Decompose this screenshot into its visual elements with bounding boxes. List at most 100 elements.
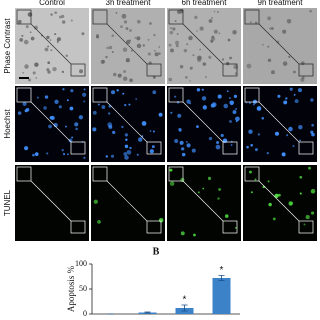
cell <box>136 36 141 41</box>
cell <box>224 214 229 218</box>
cell <box>169 181 175 186</box>
cell <box>181 147 185 151</box>
y-tick-label: 0 <box>83 309 87 318</box>
cell <box>69 106 74 111</box>
inset-box <box>92 87 108 103</box>
cell <box>183 48 188 53</box>
cell <box>168 77 173 82</box>
cell <box>301 76 305 80</box>
cell <box>196 125 199 129</box>
cell <box>67 153 69 156</box>
zoom-line <box>258 23 300 65</box>
cell <box>228 97 231 100</box>
cell <box>267 58 272 62</box>
cell <box>185 76 188 79</box>
cell <box>248 129 253 134</box>
image-background <box>167 165 241 241</box>
cell <box>47 45 50 48</box>
cell <box>113 72 117 77</box>
zoom-box <box>146 220 162 234</box>
cell <box>122 76 128 81</box>
cell <box>256 106 262 111</box>
cell <box>34 152 39 156</box>
panel-label: B <box>153 246 160 257</box>
row-label: TUNEL <box>3 189 12 216</box>
cell <box>142 44 145 47</box>
cell <box>68 138 73 143</box>
cell <box>186 143 191 148</box>
cell <box>310 98 314 102</box>
cell <box>111 34 115 37</box>
cell <box>202 187 205 190</box>
cell <box>229 100 235 106</box>
cell <box>196 88 201 92</box>
micrograph <box>243 165 317 241</box>
micrograph <box>167 165 241 241</box>
cell <box>24 64 29 69</box>
cell <box>186 99 191 104</box>
cell <box>181 152 186 157</box>
cell <box>65 54 68 57</box>
cell <box>283 100 288 105</box>
cell <box>129 146 132 150</box>
cell <box>46 152 49 155</box>
cell <box>282 61 288 66</box>
cell <box>175 44 179 48</box>
cell <box>202 62 207 66</box>
image-background <box>91 8 165 84</box>
error-bar <box>218 275 225 281</box>
cell <box>151 145 155 149</box>
cell <box>298 124 303 130</box>
zoom-box <box>222 141 238 155</box>
cell <box>207 176 212 180</box>
cell <box>136 153 139 156</box>
inset-box <box>244 87 260 103</box>
cell <box>216 11 219 14</box>
cell <box>294 99 299 104</box>
cell <box>246 63 252 69</box>
cell <box>174 138 179 143</box>
cell <box>202 105 208 110</box>
cell <box>101 105 106 109</box>
cell <box>71 136 74 139</box>
cell <box>199 48 201 51</box>
cell <box>235 108 238 110</box>
cell <box>124 155 129 160</box>
cell <box>261 43 264 46</box>
zoom-line <box>106 101 148 143</box>
micrograph <box>167 86 241 162</box>
cell <box>235 227 237 229</box>
cell <box>250 191 253 194</box>
cell <box>179 140 184 145</box>
inset-box <box>168 9 184 25</box>
cell <box>293 70 296 74</box>
cell <box>79 69 84 74</box>
cell <box>220 133 224 138</box>
cell <box>110 154 114 158</box>
cell <box>158 112 163 117</box>
cell <box>308 166 311 170</box>
cell <box>192 54 195 57</box>
cell <box>169 30 174 35</box>
cell <box>288 126 293 132</box>
zoom-line <box>182 101 224 143</box>
cell <box>281 152 286 157</box>
cell <box>23 39 29 45</box>
cell <box>232 30 237 35</box>
cell <box>74 122 79 127</box>
micrograph <box>91 165 165 241</box>
cell <box>289 87 293 91</box>
cell <box>277 94 281 98</box>
cell <box>222 138 228 144</box>
cell <box>54 99 59 104</box>
cell <box>310 188 316 194</box>
cell <box>29 31 32 34</box>
cell <box>293 93 296 96</box>
cell <box>271 27 274 30</box>
cell <box>299 139 301 142</box>
cell <box>170 111 173 114</box>
cell <box>48 124 52 129</box>
cell <box>153 33 156 37</box>
cell <box>230 144 233 146</box>
cell <box>177 113 182 118</box>
